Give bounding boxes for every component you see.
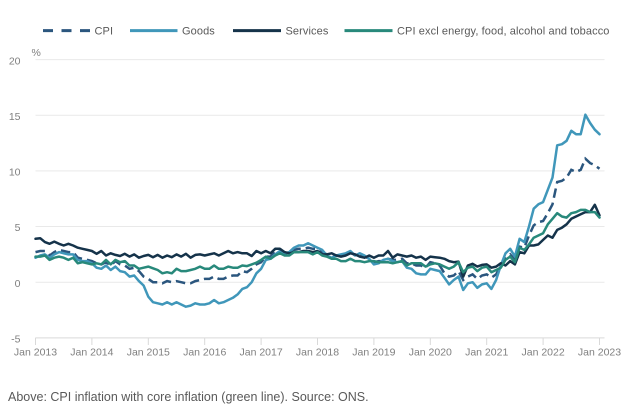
svg-text:Goods: Goods <box>182 25 215 37</box>
svg-text:Jan 2023: Jan 2023 <box>578 346 621 358</box>
svg-text:Jan 2022: Jan 2022 <box>521 346 564 358</box>
svg-text:Jan 2016: Jan 2016 <box>183 346 226 358</box>
svg-text:Jan 2019: Jan 2019 <box>352 346 395 358</box>
svg-text:CPI excl energy, food, alcohol: CPI excl energy, food, alcohol and tobac… <box>397 25 610 37</box>
svg-text:Jan 2015: Jan 2015 <box>127 346 170 358</box>
svg-text:Jan 2014: Jan 2014 <box>70 346 113 358</box>
svg-text:Jan 2018: Jan 2018 <box>296 346 339 358</box>
svg-text:Jan 2021: Jan 2021 <box>465 346 508 358</box>
svg-text:10: 10 <box>9 167 21 179</box>
svg-text:20: 20 <box>9 55 21 67</box>
svg-text:0: 0 <box>15 278 21 290</box>
svg-text:Jan 2013: Jan 2013 <box>14 346 57 358</box>
svg-text:5: 5 <box>15 222 21 234</box>
svg-text:-5: -5 <box>11 334 20 346</box>
svg-text:%: % <box>32 47 41 59</box>
svg-text:15: 15 <box>9 111 21 123</box>
svg-text:CPI: CPI <box>95 25 114 37</box>
svg-text:Jan 2017: Jan 2017 <box>239 346 282 358</box>
svg-text:Above: CPI inflation with core: Above: CPI inflation with core inflation… <box>8 390 369 404</box>
svg-text:Jan 2020: Jan 2020 <box>409 346 452 358</box>
svg-text:Services: Services <box>286 25 329 37</box>
